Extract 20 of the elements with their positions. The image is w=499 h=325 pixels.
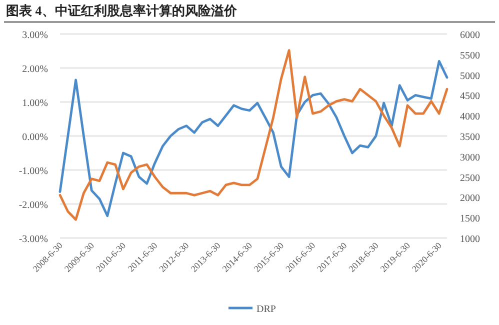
y2-tick-label: 3000 xyxy=(460,152,480,164)
chart-title: 图表 4、中证红利股息率计算的风险溢价 xyxy=(6,3,238,18)
y2-tick-label: 1500 xyxy=(460,214,480,225)
y-tick-label: 2.00% xyxy=(22,64,48,75)
y-tick-label: 0.00% xyxy=(22,132,48,143)
y2-tick-label: 5500 xyxy=(460,50,480,62)
y2-tick-label: 3500 xyxy=(460,132,480,143)
y2-tick-label: 4500 xyxy=(460,91,480,102)
y-tick-label: 1.00% xyxy=(22,98,48,109)
y-tick-label: -2.00% xyxy=(18,200,48,211)
y2-tick-label: 2000 xyxy=(460,193,480,204)
y2-tick-label: 5000 xyxy=(460,70,480,82)
y2-tick-label: 2500 xyxy=(460,172,480,184)
y2-tick-label: 4000 xyxy=(460,112,480,123)
y-tick-label: -3.00% xyxy=(18,234,48,245)
legend-label: DRP xyxy=(256,304,276,315)
y-tick-label: -1.00% xyxy=(18,166,48,177)
y-tick-label: 3.00% xyxy=(22,30,48,41)
y2-tick-label: 6000 xyxy=(460,30,480,41)
y2-tick-label: 1000 xyxy=(460,234,480,245)
